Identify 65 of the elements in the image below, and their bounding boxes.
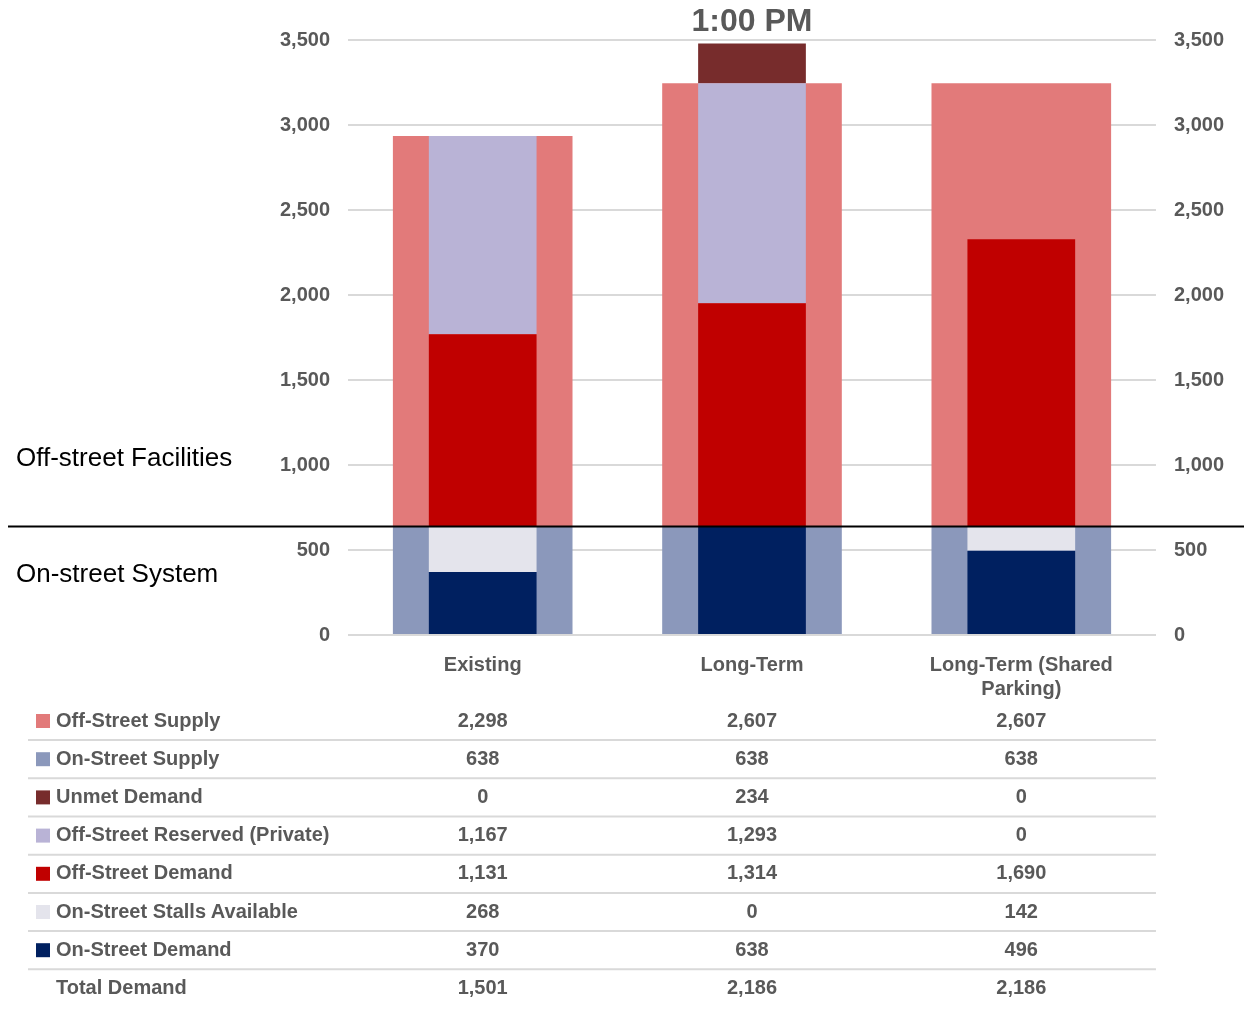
- legend-label: On-Street Supply: [56, 746, 221, 769]
- text: Off-street Facilities: [16, 441, 233, 472]
- data-label: 638: [735, 746, 769, 769]
- bar: [698, 303, 806, 527]
- y2-tick-label: 1,500: [1173, 367, 1225, 390]
- y-tick-label: 0: [318, 622, 331, 645]
- data-label: 1,167: [457, 823, 508, 846]
- bar: [428, 572, 537, 634]
- text: 1,501: [457, 975, 508, 998]
- data-label: 2,607: [726, 708, 778, 731]
- y2-tick-label: 500: [1173, 537, 1208, 560]
- data-label: 638: [735, 937, 769, 960]
- legend-label: Off-Street Supply: [56, 708, 222, 731]
- y2-tick-label: 3,000: [1173, 112, 1225, 135]
- legend-label: On-Street Stalls Available: [56, 899, 298, 922]
- x-tick-label: Long-Term: [700, 652, 804, 675]
- y-tick-label: 3,500: [279, 27, 331, 50]
- data-label: 496: [1004, 937, 1038, 960]
- y-tick-label: 1,000: [279, 452, 331, 475]
- x-tick-label: Existing: [443, 652, 522, 675]
- y2-tick-label: 0: [1173, 622, 1186, 645]
- y-tick-label: 1,500: [279, 367, 331, 390]
- y-tick-label: 2,000: [279, 282, 331, 305]
- y-tick-label: 500: [296, 537, 331, 560]
- data-label: 0: [746, 899, 758, 922]
- chart-title: 1:00 PM: [691, 1, 813, 38]
- bar: [698, 43, 806, 84]
- data-label: 638: [1004, 746, 1038, 769]
- data-label: 2,607: [996, 708, 1047, 731]
- legend-label: Off-Street Demand: [56, 861, 233, 884]
- data-label: 2,298: [457, 708, 508, 731]
- data-label: 370: [466, 937, 500, 960]
- y2-tick-label: 3,500: [1173, 27, 1225, 50]
- data-label: 638: [466, 746, 500, 769]
- data-label: 234: [735, 784, 770, 807]
- y2-tick-label: 2,500: [1173, 197, 1225, 220]
- legend-label: Off-Street Reserved (Private): [56, 823, 330, 846]
- y2-tick-label: 1,000: [1173, 452, 1225, 475]
- text: 2,186: [726, 975, 778, 998]
- data-label: 0: [1015, 823, 1027, 846]
- text: Total Demand: [56, 975, 187, 998]
- legend-label: On-Street Demand: [56, 937, 232, 960]
- y-tick-label: 2,500: [279, 197, 331, 220]
- data-label: 0: [477, 784, 489, 807]
- data-label: 0: [1015, 784, 1027, 807]
- bar: [428, 526, 537, 573]
- bar: [967, 239, 1076, 527]
- bar: [428, 135, 537, 335]
- data-label: 1,131: [457, 861, 508, 884]
- bar: [967, 526, 1076, 551]
- data-label: 1,690: [996, 861, 1047, 884]
- x-tick-label: Long-Term (Shared Parking): [929, 652, 1113, 699]
- bar: [967, 550, 1076, 634]
- legend-label: Unmet Demand: [56, 784, 203, 807]
- y2-tick-label: 2,000: [1173, 282, 1225, 305]
- data-label: 1,314: [726, 861, 778, 884]
- text: On-street System: [16, 557, 219, 588]
- data-label: 142: [1004, 899, 1038, 922]
- y-tick-label: 3,000: [279, 112, 331, 135]
- bar: [698, 83, 806, 304]
- data-label: 1,293: [726, 823, 778, 846]
- text: 2,186: [996, 975, 1047, 998]
- bar: [428, 334, 537, 527]
- bar: [698, 526, 806, 634]
- data-label: 268: [466, 899, 500, 922]
